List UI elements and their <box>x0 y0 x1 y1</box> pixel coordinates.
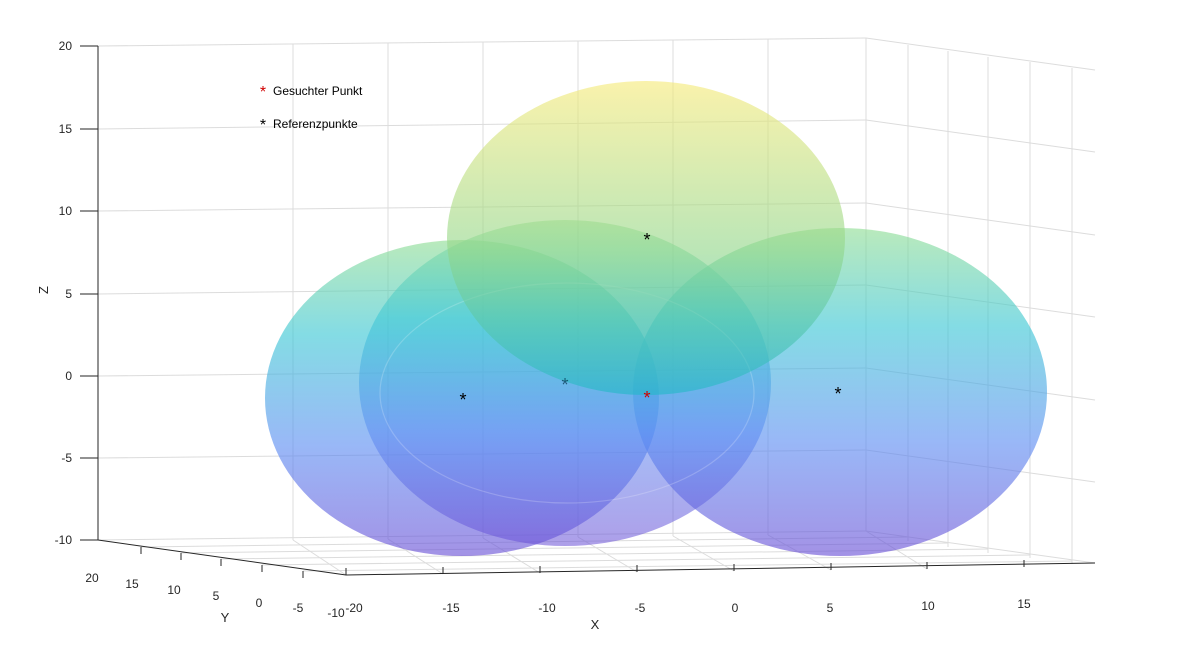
z-tick-label: -10 <box>55 533 73 547</box>
x-tick-label: -5 <box>635 601 646 615</box>
y-tick-label: 5 <box>213 589 220 603</box>
y-tick-labels: 20 15 10 5 0 -5 -10 <box>85 571 345 620</box>
x-tick-label: 0 <box>732 601 739 615</box>
y-tick-label: -10 <box>327 606 345 620</box>
reference-point: * <box>643 230 650 250</box>
z-tick-label: 5 <box>65 287 72 301</box>
reference-point: * <box>834 384 841 404</box>
y-tick-label: -5 <box>293 601 304 615</box>
x-tick-label: 15 <box>1017 597 1031 611</box>
z-tick-label: 15 <box>59 122 73 136</box>
z-tick-label: -5 <box>61 451 72 465</box>
legend-marker-reference: * <box>260 117 266 134</box>
data-points: * * * * * <box>459 230 841 410</box>
z-axis-label: Z <box>36 286 51 294</box>
z-tick-label: 20 <box>59 39 73 53</box>
reference-point: * <box>561 375 568 395</box>
x-tick-labels: -20 -15 -10 -5 0 5 10 15 <box>345 597 1031 615</box>
z-tick-label: 0 <box>65 369 72 383</box>
spheres <box>265 81 1047 556</box>
y-tick-label: 15 <box>125 577 139 591</box>
x-tick-label: -20 <box>345 601 363 615</box>
legend-label-searched: Gesuchter Punkt <box>273 84 363 98</box>
reference-point: * <box>459 390 466 410</box>
x-tick-label: 10 <box>921 599 935 613</box>
legend-marker-searched: * <box>260 84 266 101</box>
y-tick-label: 20 <box>85 571 99 585</box>
legend: * Gesuchter Punkt * Referenzpunkte <box>260 84 363 134</box>
x-axis-label: X <box>591 617 600 632</box>
y-axis-label: Y <box>221 610 230 625</box>
z-tick-label: 10 <box>59 204 73 218</box>
legend-label-reference: Referenzpunkte <box>273 117 358 131</box>
y-tick-label: 0 <box>256 596 263 610</box>
sphere-top <box>447 81 845 395</box>
axes <box>80 45 1096 578</box>
x-tick-label: -15 <box>442 601 460 615</box>
x-tick-label: -10 <box>538 601 556 615</box>
y-tick-label: 10 <box>167 583 181 597</box>
x-tick-label: 5 <box>827 601 834 615</box>
searched-point: * <box>643 388 650 408</box>
z-tick-labels: 20 15 10 5 0 -5 -10 <box>55 39 73 547</box>
